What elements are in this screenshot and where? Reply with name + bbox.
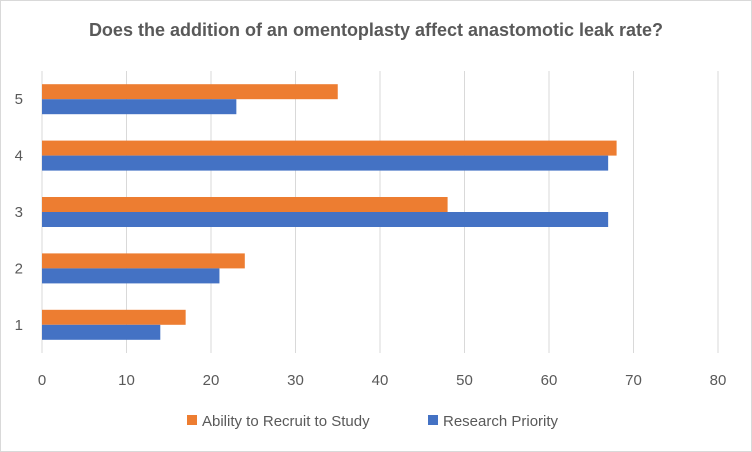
bar-research-priority-3: [42, 212, 609, 227]
bar-research-priority-4: [42, 155, 609, 171]
x-tick-label: 80: [710, 372, 727, 389]
bar-ability-to-recruit-3: [42, 197, 448, 212]
bar-research-priority-1: [42, 324, 161, 340]
chart-title: Does the addition of an omentoplasty aff…: [88, 20, 664, 40]
x-tick-label: 60: [541, 372, 558, 389]
legend-label: Research Priority: [443, 413, 559, 430]
x-tick-label: 70: [625, 372, 642, 389]
y-tick-label: 4: [15, 148, 23, 165]
x-axis-tick-labels: 0 10 20 30 40 50 60 70 80: [38, 372, 727, 389]
x-tick-label: 30: [287, 372, 304, 389]
x-tick-label: 0: [38, 372, 46, 389]
bar-research-priority-5: [42, 99, 237, 115]
bar-ability-to-recruit-5: [42, 84, 338, 100]
x-tick-label: 50: [456, 372, 473, 389]
bar-ability-to-recruit-4: [42, 140, 617, 156]
legend-swatch: [187, 415, 197, 425]
y-tick-label: 3: [15, 204, 23, 221]
bar-ability-to-recruit-2: [42, 253, 245, 269]
x-tick-label: 40: [372, 372, 389, 389]
y-tick-label: 1: [15, 317, 23, 334]
legend: Ability to Recruit to Study Research Prio…: [187, 413, 559, 430]
bar-research-priority-2: [42, 268, 220, 284]
y-tick-label: 5: [15, 91, 23, 108]
legend-swatch: [428, 415, 438, 425]
bars: [42, 84, 617, 340]
bar-ability-to-recruit-1: [42, 309, 186, 325]
x-tick-label: 10: [118, 372, 135, 389]
x-tick-label: 20: [203, 372, 220, 389]
y-tick-label: 2: [15, 260, 23, 277]
y-axis-tick-labels: 1 2 3 4 5: [15, 91, 23, 334]
legend-label: Ability to Recruit to Study: [202, 413, 370, 430]
